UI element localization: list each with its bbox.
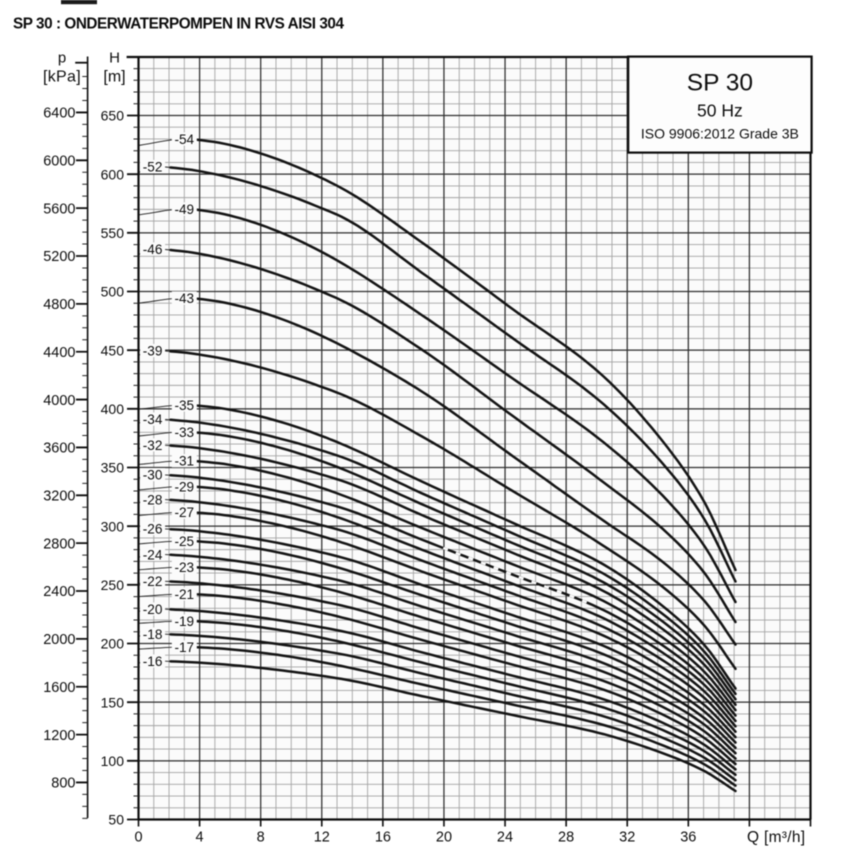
svg-text:H: H: [109, 50, 120, 67]
svg-text:-19: -19: [174, 614, 194, 629]
svg-text:1200: 1200: [43, 728, 75, 744]
svg-text:2000: 2000: [43, 632, 75, 648]
svg-text:50 Hz: 50 Hz: [697, 101, 743, 121]
svg-text:6000: 6000: [43, 154, 75, 170]
svg-text:6400: 6400: [43, 106, 75, 122]
svg-text:1600: 1600: [43, 680, 75, 696]
svg-text:-16: -16: [143, 654, 163, 669]
svg-text:[kPa]: [kPa]: [43, 69, 81, 86]
svg-text:50: 50: [108, 812, 124, 828]
svg-text:550: 550: [101, 225, 125, 241]
svg-text:-18: -18: [143, 627, 163, 642]
svg-text:650: 650: [101, 108, 125, 124]
svg-text:-43: -43: [174, 291, 194, 306]
svg-text:-24: -24: [143, 547, 163, 562]
svg-text:-52: -52: [143, 160, 163, 175]
svg-text:36: 36: [680, 830, 696, 846]
svg-text:4000: 4000: [43, 393, 75, 409]
svg-text:-35: -35: [174, 398, 194, 413]
svg-text:-31: -31: [174, 454, 194, 469]
svg-text:-22: -22: [143, 574, 163, 589]
svg-text:100: 100: [101, 753, 125, 769]
svg-text:-46: -46: [143, 242, 163, 257]
svg-text:-39: -39: [143, 344, 163, 359]
svg-text:350: 350: [101, 460, 125, 476]
svg-text:-49: -49: [174, 202, 194, 217]
svg-text:5200: 5200: [43, 249, 75, 265]
svg-text:-23: -23: [174, 560, 194, 575]
svg-text:-32: -32: [143, 438, 163, 453]
svg-text:Q [m³/h]: Q [m³/h]: [747, 829, 805, 846]
svg-text:-27: -27: [174, 505, 194, 520]
svg-text:5600: 5600: [43, 201, 75, 217]
svg-text:2400: 2400: [43, 584, 75, 600]
svg-text:-34: -34: [143, 412, 163, 427]
svg-text:150: 150: [101, 694, 125, 710]
svg-text:-21: -21: [174, 587, 194, 602]
svg-text:-30: -30: [143, 468, 163, 483]
svg-text:28: 28: [558, 830, 574, 846]
svg-text:8: 8: [257, 830, 265, 846]
svg-text:0: 0: [134, 830, 142, 846]
svg-text:-17: -17: [174, 640, 194, 655]
svg-text:24: 24: [497, 830, 513, 846]
svg-text:200: 200: [101, 636, 125, 652]
svg-text:16: 16: [375, 830, 391, 846]
svg-text:450: 450: [101, 342, 125, 358]
svg-text:3600: 3600: [43, 441, 75, 457]
svg-text:-29: -29: [174, 479, 194, 494]
svg-text:SP 30: SP 30: [687, 70, 753, 97]
svg-text:300: 300: [101, 518, 125, 534]
svg-text:400: 400: [101, 401, 125, 417]
svg-text:500: 500: [101, 284, 125, 300]
svg-text:20: 20: [436, 830, 452, 846]
svg-text:-54: -54: [174, 132, 194, 147]
svg-text:3200: 3200: [43, 489, 75, 505]
svg-text:SP 30 : ONDERWATERPOMPEN IN RV: SP 30 : ONDERWATERPOMPEN IN RVS AISI 304: [13, 16, 344, 33]
svg-text:-28: -28: [143, 492, 163, 507]
svg-text:800: 800: [51, 776, 75, 792]
svg-text:-25: -25: [174, 534, 194, 549]
svg-text:-20: -20: [143, 602, 163, 617]
svg-text:32: 32: [619, 830, 635, 846]
svg-text:ISO 9906:2012 Grade 3B: ISO 9906:2012 Grade 3B: [641, 126, 799, 142]
svg-text:250: 250: [101, 577, 125, 593]
svg-text:-33: -33: [174, 425, 194, 440]
svg-text:-26: -26: [143, 522, 163, 537]
svg-text:4: 4: [196, 830, 204, 846]
svg-text:4800: 4800: [43, 297, 75, 313]
svg-text:12: 12: [314, 830, 330, 846]
svg-text:p: p: [58, 50, 66, 67]
svg-text:2800: 2800: [43, 536, 75, 552]
svg-text:600: 600: [101, 166, 125, 182]
svg-text:4400: 4400: [43, 345, 75, 361]
svg-text:[m]: [m]: [103, 69, 125, 86]
